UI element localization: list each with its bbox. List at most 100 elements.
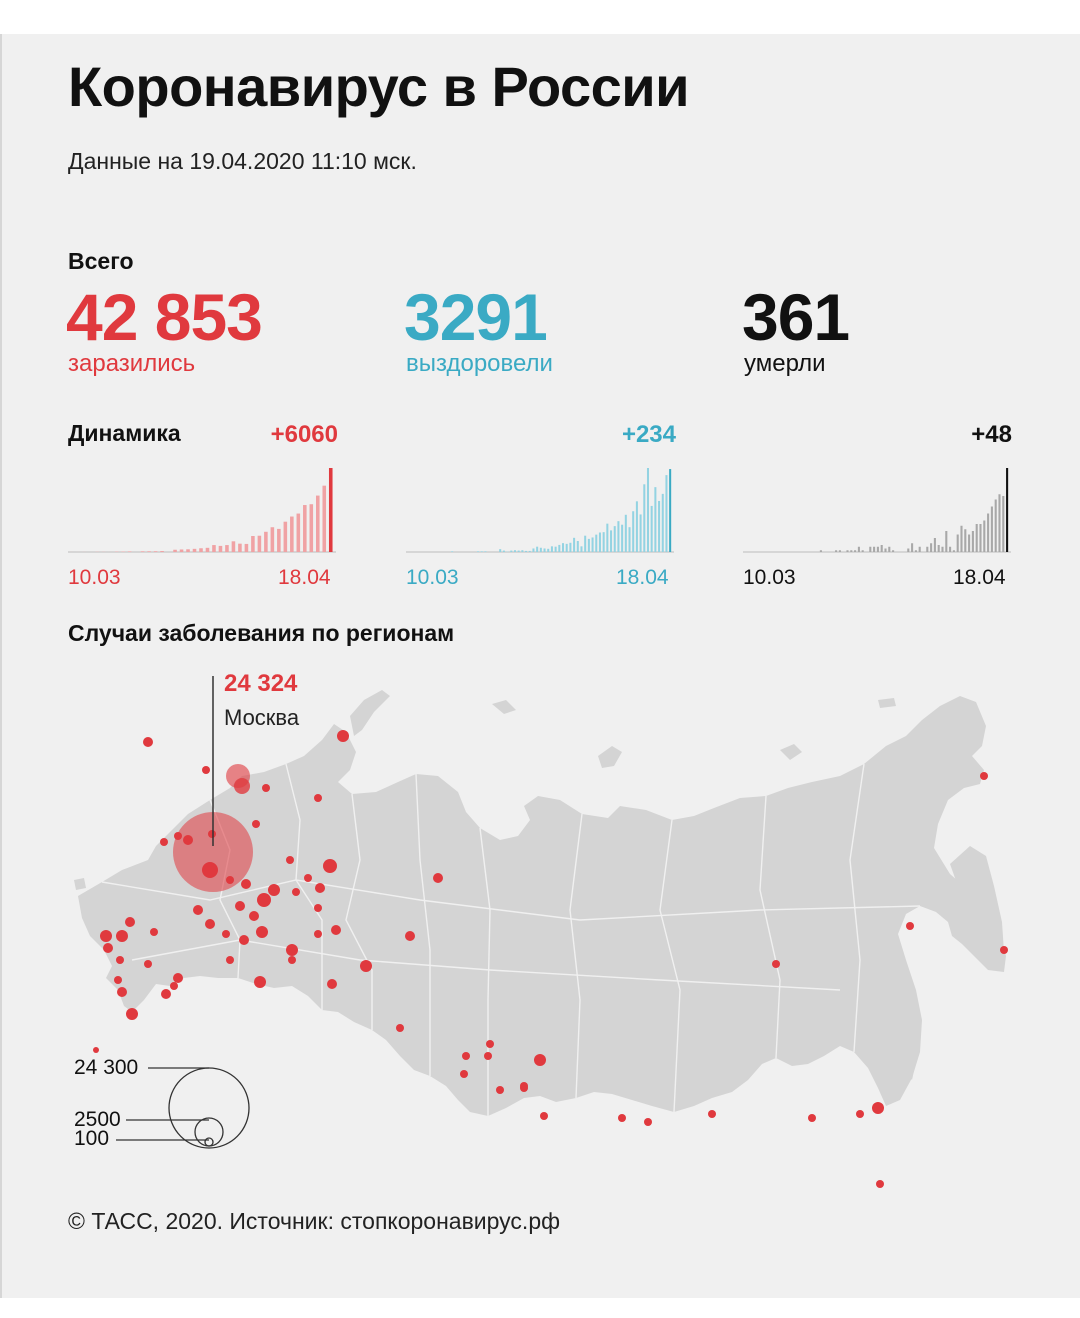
- region-marker: [496, 1086, 504, 1094]
- region-marker: [161, 989, 171, 999]
- region-marker: [314, 930, 322, 938]
- bar-56: [956, 534, 959, 552]
- bar-35: [296, 513, 301, 552]
- recovered-date-start: 10.03: [406, 566, 459, 589]
- deaths-date-end: 18.04: [953, 566, 1006, 589]
- bar-38: [316, 495, 320, 552]
- region-marker: [193, 905, 203, 915]
- region-marker: [856, 1110, 864, 1118]
- region-marker: [520, 1082, 528, 1090]
- bar-59: [624, 514, 627, 552]
- region-marker: [103, 943, 113, 953]
- data-timestamp: Данные на 19.04.2020 11:10 мск.: [68, 148, 417, 174]
- region-marker: [125, 917, 135, 927]
- bar-31: [270, 527, 275, 552]
- region-marker: [100, 930, 112, 942]
- franz-josef-land: [492, 700, 516, 714]
- moscow-marker: [173, 812, 253, 892]
- bar-59: [968, 534, 971, 552]
- bar-61: [632, 511, 635, 552]
- bar-46: [918, 546, 921, 552]
- region-marker: [433, 873, 443, 883]
- bar-28: [510, 550, 513, 552]
- legend-circle-medium: [194, 1117, 224, 1147]
- bar-33: [283, 521, 288, 552]
- region-marker: [460, 1070, 468, 1078]
- bar-31: [861, 550, 864, 552]
- bar-52: [941, 546, 944, 552]
- region-marker: [116, 956, 124, 964]
- bar-28: [850, 550, 853, 552]
- bar-49: [587, 538, 590, 552]
- region-marker: [286, 944, 298, 956]
- region-markers: [93, 730, 1008, 1188]
- region-marker: [327, 979, 337, 989]
- bar-23: [218, 545, 223, 552]
- legend-circle-small: [204, 1137, 214, 1147]
- bar-36: [303, 505, 307, 552]
- bar-32: [277, 528, 281, 552]
- bar-67: [998, 494, 1001, 552]
- bar-34: [532, 548, 535, 552]
- bar-12: [451, 551, 454, 552]
- bar-20: [819, 550, 822, 552]
- moscow-name: Москва: [224, 705, 300, 730]
- region-marker: [331, 925, 341, 935]
- region-marker: [235, 901, 245, 911]
- bar-67: [654, 487, 657, 552]
- bar-56: [613, 526, 616, 552]
- bar-36: [880, 545, 883, 552]
- bar-37: [543, 548, 546, 552]
- bar-25: [499, 549, 502, 552]
- deaths-total: 361: [742, 280, 850, 354]
- page-title: Коронавирус в России: [68, 55, 690, 118]
- bar-39: [550, 546, 553, 552]
- bar-26: [238, 543, 242, 552]
- bar-44: [911, 543, 914, 552]
- bar-63: [983, 520, 986, 552]
- region-marker: [906, 922, 914, 930]
- bar-50: [591, 537, 594, 552]
- legend-circle-large: [168, 1067, 250, 1149]
- bar-58: [964, 529, 967, 552]
- bar-39: [892, 550, 895, 552]
- bar-69: [1006, 468, 1009, 552]
- region-marker: [208, 830, 216, 838]
- bar-46: [576, 541, 579, 552]
- bar-62: [635, 501, 638, 552]
- legend-label-small: 100: [74, 1127, 110, 1150]
- bar-60: [628, 527, 631, 552]
- infected-date-end: 18.04: [278, 566, 331, 589]
- infected-date-start: 10.03: [68, 566, 121, 589]
- bar-66: [994, 499, 997, 552]
- bar-44: [569, 542, 572, 552]
- region-marker: [268, 884, 280, 896]
- bar-38: [888, 546, 891, 552]
- deaths-label: умерли: [744, 350, 826, 377]
- kaliningrad: [74, 878, 86, 890]
- region-marker: [173, 973, 183, 983]
- region-marker: [486, 1040, 494, 1048]
- bar-26: [502, 550, 505, 552]
- bar-38: [547, 548, 550, 552]
- bar-40: [554, 546, 557, 552]
- bar-31: [521, 550, 524, 552]
- region-marker: [117, 987, 127, 997]
- bar-45: [914, 550, 917, 552]
- region-marker: [116, 930, 128, 942]
- region-marker: [484, 1052, 492, 1060]
- bar-49: [930, 543, 933, 552]
- region-marker: [226, 876, 234, 884]
- recovered-label: выздоровели: [406, 350, 553, 377]
- bar-25: [231, 541, 236, 552]
- bar-11: [140, 551, 145, 552]
- bar-30: [264, 531, 268, 552]
- novaya-zemlya: [350, 690, 390, 736]
- bar-30: [857, 546, 860, 552]
- region-marker: [126, 1008, 138, 1020]
- deaths-date-start: 10.03: [743, 566, 796, 589]
- bar-24: [835, 550, 838, 552]
- bar-64: [987, 513, 990, 552]
- bar-19: [192, 548, 197, 552]
- bar-43: [907, 548, 910, 552]
